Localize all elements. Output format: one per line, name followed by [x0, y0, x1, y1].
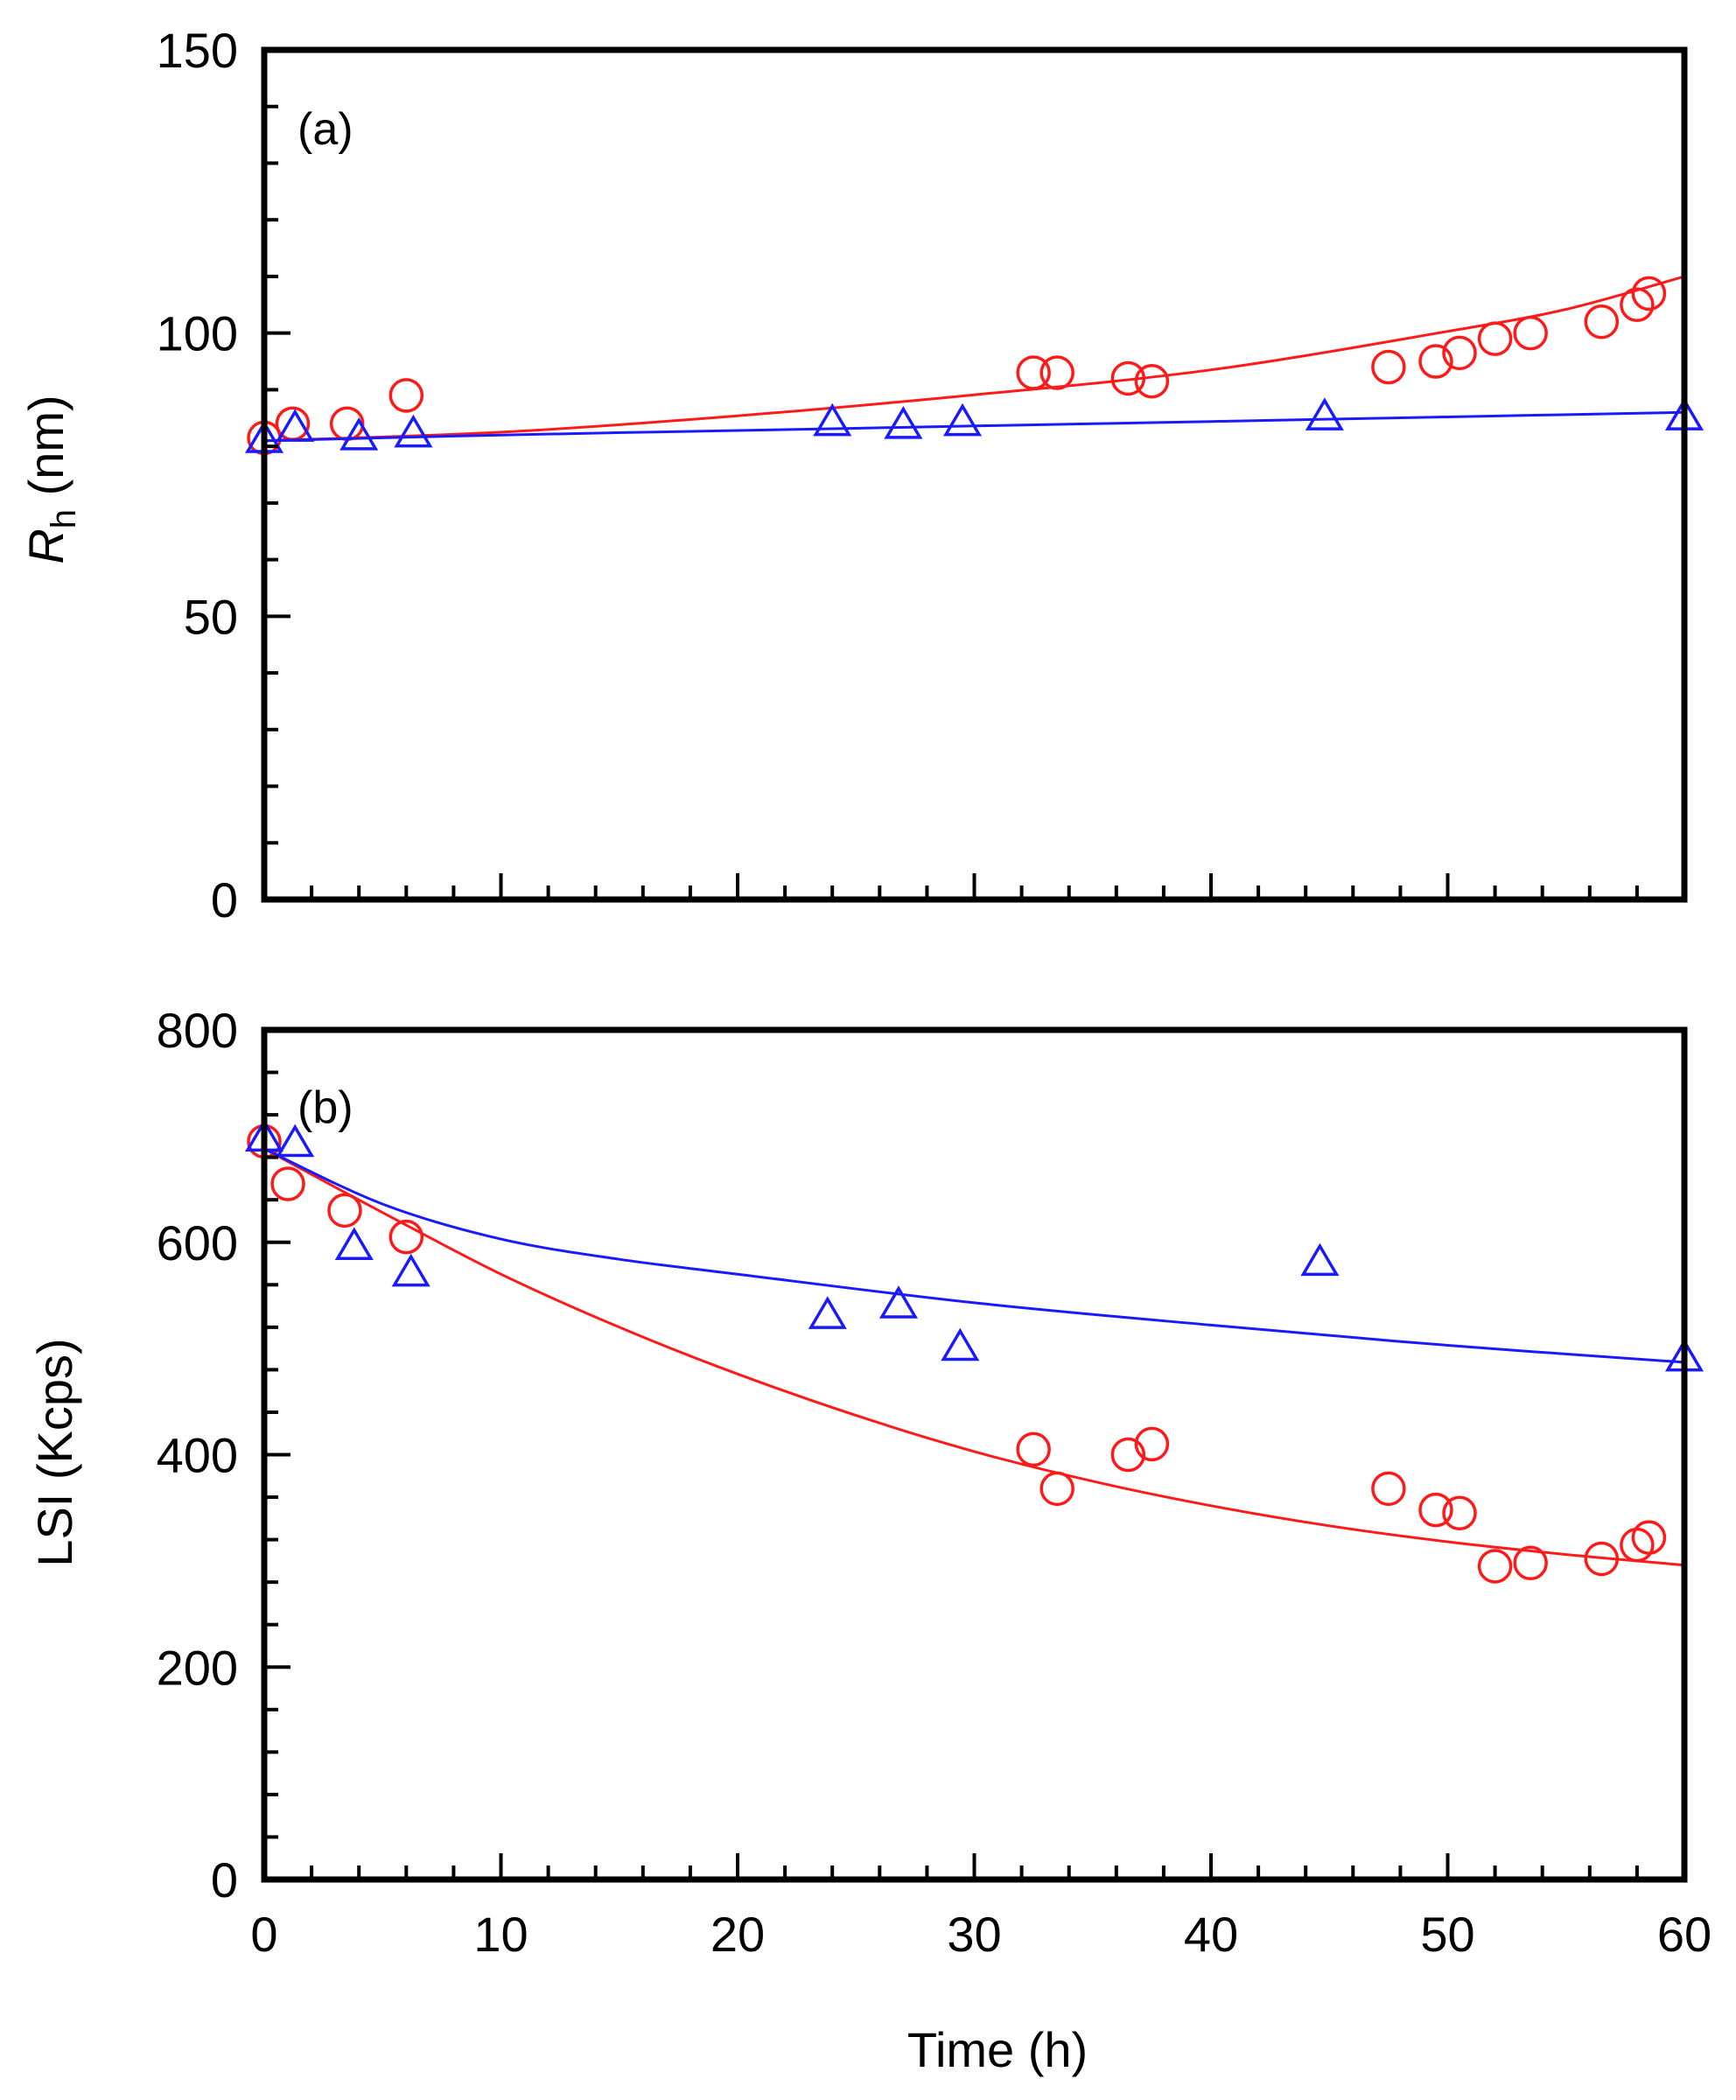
panel-b-circle-point	[329, 1194, 360, 1226]
panel-a-y-axis-subscript: h	[45, 509, 83, 528]
x-tick-label: 60	[1657, 1907, 1712, 1962]
panel-a-tick-labels: 0 50 100 150	[157, 23, 238, 928]
panel-a-triangle-point	[946, 406, 979, 434]
x-tick-label: 10	[473, 1907, 528, 1962]
panel-b-triangle-point	[943, 1331, 976, 1359]
panel-a-circle-point	[1041, 357, 1073, 388]
panel-a-ticks-layer	[264, 50, 1684, 900]
panel-a-y-tick-label: 0	[211, 872, 238, 928]
panel-b-y-tick-label: 800	[157, 1003, 238, 1058]
panel-b: 0 200 400 600 800 0 10 20 30 40 50 60 (b) LSI (Kcps…	[27, 1003, 1712, 2077]
panel-a-y-tick-label: 100	[157, 306, 238, 361]
x-axis-title: Time (h)	[907, 2022, 1088, 2077]
panel-a-circle-point	[1136, 366, 1167, 397]
panel-a-circle-point	[1586, 306, 1617, 338]
panel-b-circle-point	[1480, 1550, 1511, 1582]
panel-a-y-axis-unit: (nm)	[18, 395, 74, 509]
panel-a-triangle-point	[396, 417, 430, 445]
panel-b-circle-point	[1444, 1497, 1475, 1529]
panel-b-triangle-point	[338, 1230, 371, 1258]
panel-a-series-layer	[248, 276, 1701, 454]
panel-a-y-tick-label: 150	[157, 23, 238, 78]
panel-a-y-tick-label: 50	[184, 589, 238, 644]
panel-b-plot-frame	[264, 1030, 1684, 1880]
panel-b-y-tick-label: 400	[157, 1428, 238, 1483]
panel-a-plot-frame	[264, 50, 1684, 900]
x-tick-label: 50	[1420, 1907, 1474, 1962]
panel-a-y-axis-main: R	[18, 528, 74, 564]
panel-b-triangle-point	[811, 1299, 844, 1327]
panel-b-y-axis-title: LSI (Kcps)	[27, 1338, 82, 1566]
panel-a-circle-point	[390, 380, 422, 411]
panel-b-ticks-layer	[264, 1030, 1684, 1880]
panel-b-circle-point	[1373, 1473, 1404, 1504]
panel-a-y-axis-title: Rh (nm)	[18, 395, 83, 564]
figure-canvas: 0 50 100 150 (a) Rh (nm) 0 200 400 600 800 0 10 20…	[0, 0, 1736, 2100]
panel-b-triangles-fit-line	[264, 1149, 1684, 1362]
panel-a-circle-point	[1480, 323, 1511, 354]
x-tick-label: 30	[947, 1907, 1001, 1962]
panel-a-triangle-point	[816, 406, 849, 434]
panel-b-y-tick-label: 200	[157, 1640, 238, 1695]
panel-a-circle-point	[1515, 318, 1546, 349]
panel-b-circle-point	[1621, 1530, 1653, 1561]
panel-a: 0 50 100 150 (a) Rh (nm)	[18, 23, 1701, 928]
panel-b-circle-point	[272, 1168, 304, 1200]
panel-a-triangle-point	[886, 409, 920, 437]
panel-b-circle-point	[1633, 1522, 1664, 1553]
panel-b-series-layer	[248, 1122, 1701, 1582]
x-tick-label: 40	[1184, 1907, 1238, 1962]
panel-b-circle-point	[1018, 1433, 1049, 1465]
panel-b-triangle-point	[1303, 1246, 1336, 1274]
panel-b-y-tick-label: 600	[157, 1215, 238, 1270]
panel-b-tick-labels: 0 200 400 600 800 0 10 20 30 40 50 60	[157, 1003, 1712, 1962]
panel-a-label: (a)	[298, 104, 354, 155]
x-tick-label: 20	[710, 1907, 765, 1962]
panel-b-circle-point	[1041, 1473, 1073, 1504]
panel-b-label: (b)	[298, 1082, 354, 1133]
panel-a-circle-point	[1373, 352, 1404, 383]
panel-a-triangle-point	[1308, 401, 1341, 429]
panel-b-y-tick-label: 0	[211, 1852, 238, 1908]
x-tick-label: 0	[250, 1907, 277, 1962]
panel-b-triangle-point	[395, 1256, 428, 1284]
